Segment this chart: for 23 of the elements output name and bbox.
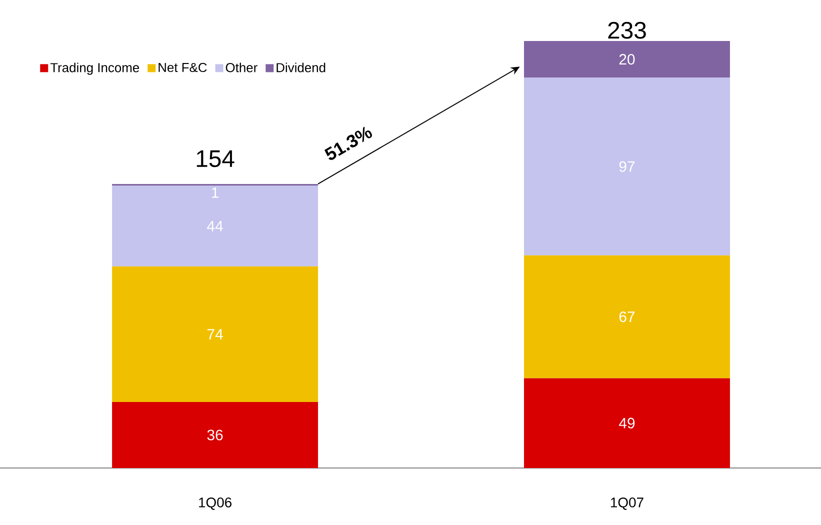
bar	[112, 266, 318, 402]
bar	[524, 40, 730, 78]
x-tick-label: 1Q06	[199, 498, 232, 510]
x-tick-label: 1Q07	[610, 498, 644, 510]
data-label: 1	[212, 187, 218, 198]
data-label: 67	[619, 312, 635, 322]
bar	[524, 78, 730, 256]
data-label: 74	[207, 329, 223, 340]
total-label: 154	[196, 150, 234, 168]
data-label: 44	[207, 220, 223, 232]
data-label: 36	[207, 430, 223, 440]
bar	[524, 378, 730, 468]
data-label: 49	[619, 418, 635, 428]
bar	[524, 255, 730, 378]
legend-label: Trading Income	[50, 62, 140, 75]
data-label: 97	[619, 161, 635, 172]
data-label: 20	[619, 54, 635, 65]
legend-label: Net F&C	[158, 62, 207, 72]
legend-label: Dividend	[276, 62, 326, 72]
bar	[112, 402, 318, 468]
bar	[112, 186, 318, 266]
legend-label: Other	[226, 62, 258, 72]
total-label: 233	[608, 22, 646, 39]
